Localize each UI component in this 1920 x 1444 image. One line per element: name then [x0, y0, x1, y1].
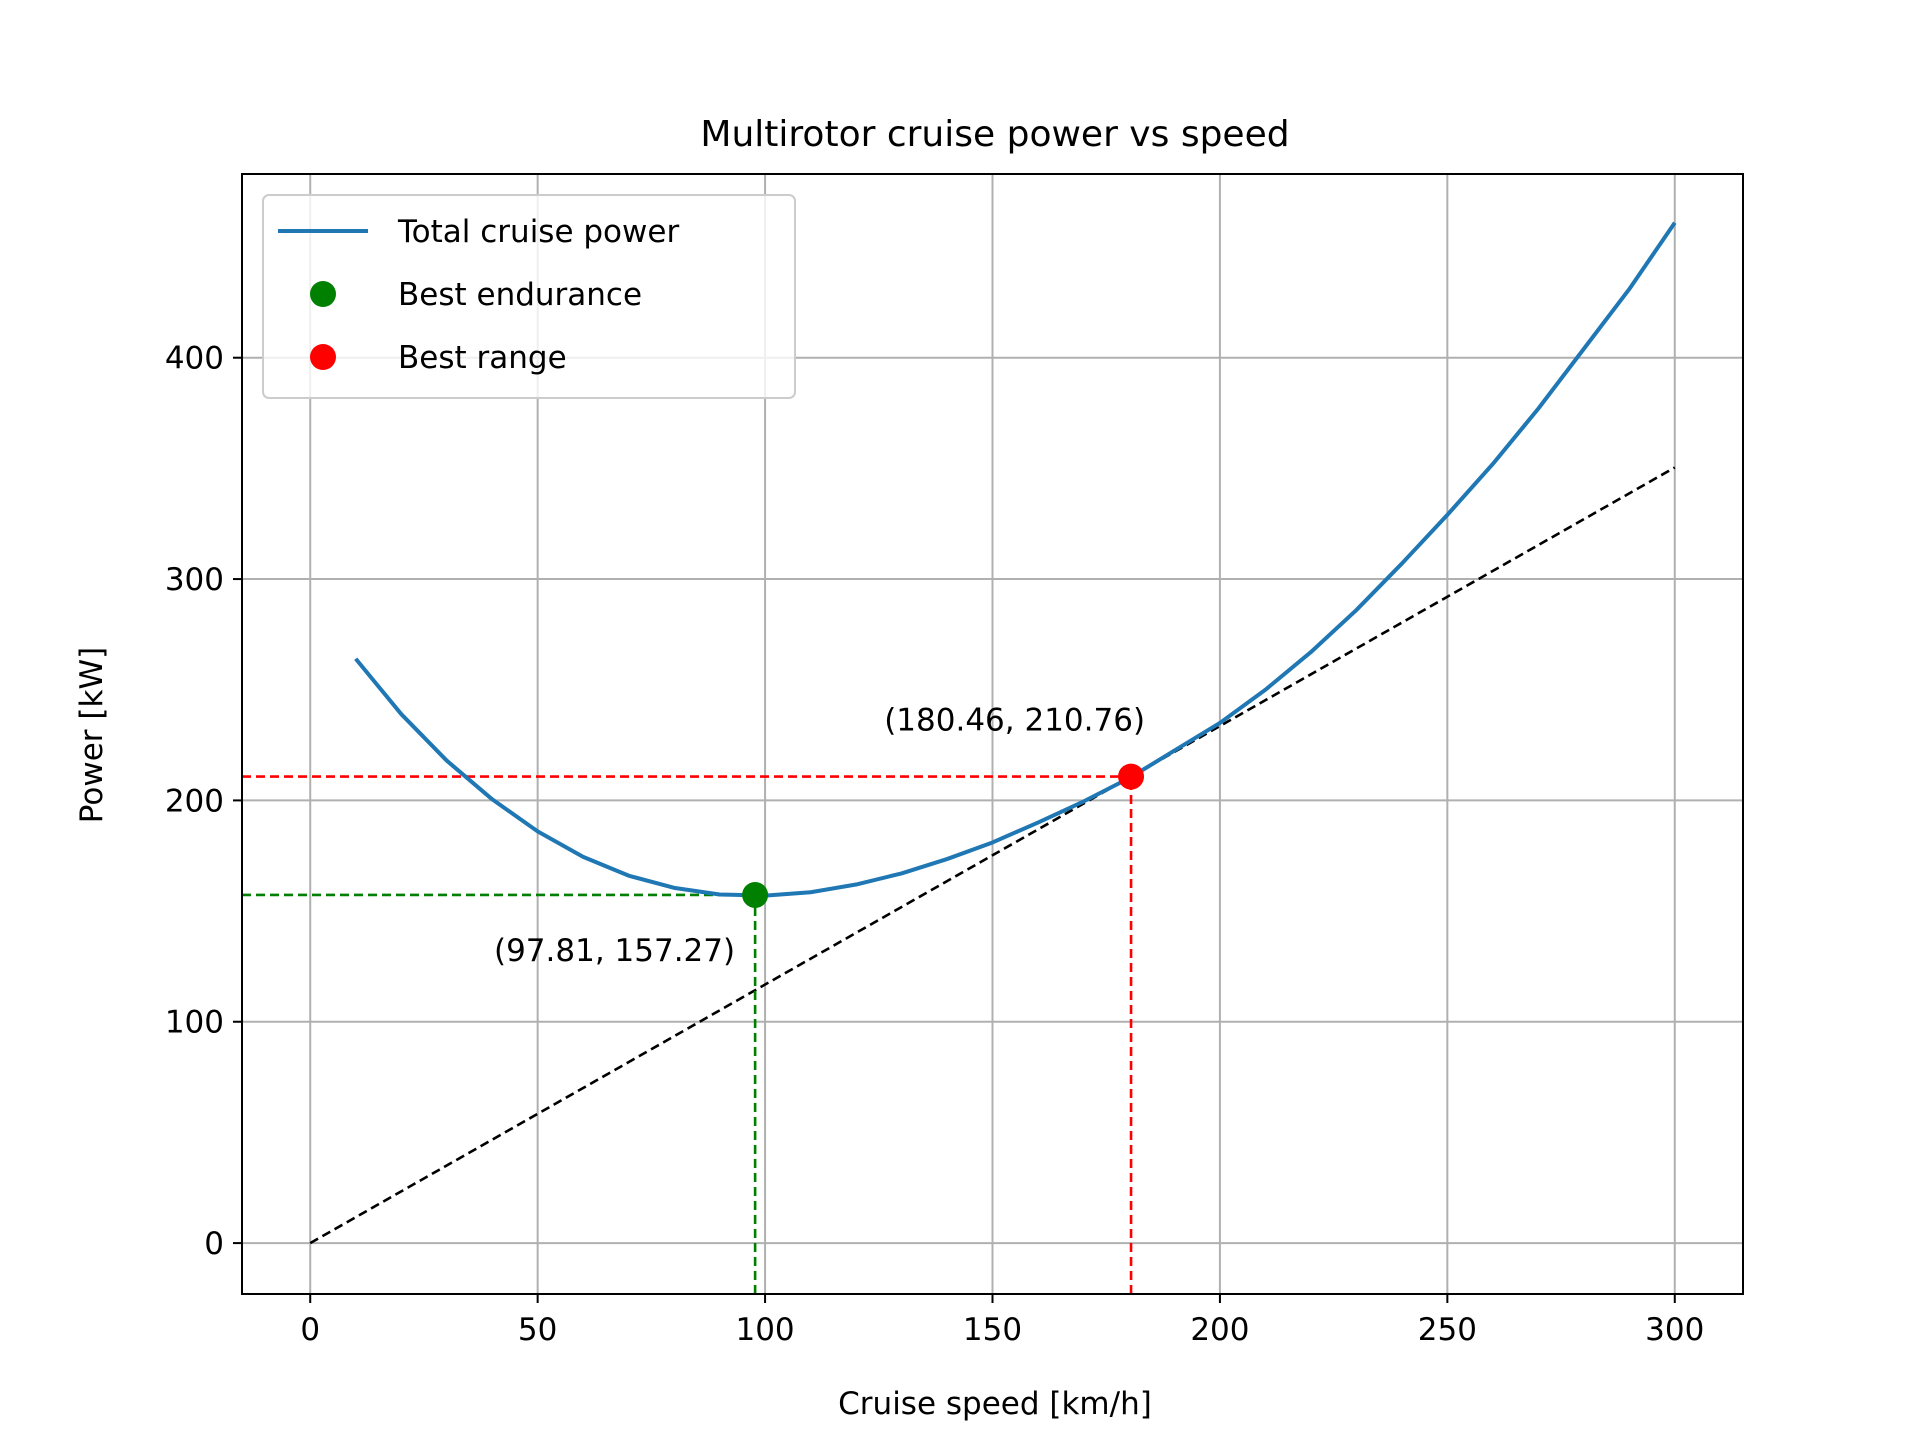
legend-label: Best endurance — [398, 277, 642, 313]
legend-box — [262, 194, 796, 399]
legend-label: Best range — [398, 340, 567, 376]
best-range-point — [1118, 763, 1145, 790]
legend-marker-swatch — [310, 281, 336, 307]
y-tick-label: 200 — [165, 783, 224, 819]
x-tick-label: 150 — [963, 1312, 1022, 1348]
x-axis-label: Cruise speed [km/h] — [838, 1386, 1152, 1422]
series — [354, 221, 1677, 908]
legend: Total cruise power Best endurance Best ran… — [262, 194, 796, 399]
total-cruise-power-line — [354, 221, 1677, 898]
annotations: (97.81, 157.27) (180.46, 210.76) — [494, 703, 1145, 969]
legend-label: Total cruise power — [397, 214, 679, 250]
y-tick-label: 400 — [165, 341, 224, 377]
point-annotation: (97.81, 157.27) — [494, 933, 735, 969]
y-tick-label: 100 — [165, 1005, 224, 1041]
best-endurance-point — [742, 881, 769, 908]
x-tick-label: 100 — [735, 1312, 794, 1348]
y-tick-label: 300 — [165, 562, 224, 598]
x-tick-label: 250 — [1418, 1312, 1477, 1348]
legend-marker-swatch — [310, 344, 336, 370]
axis-ticks: 0 50 100 150 200 250 300 0 100 200 300 400 — [165, 341, 1705, 1348]
y-tick-label: 0 — [204, 1226, 224, 1262]
y-axis-label: Power [kW] — [74, 647, 110, 823]
chart-title: Multirotor cruise power vs speed — [700, 114, 1289, 155]
x-tick-label: 50 — [518, 1312, 557, 1348]
tangent-line — [309, 466, 1676, 1245]
x-tick-label: 0 — [300, 1312, 320, 1348]
reference-lines — [242, 466, 1676, 1294]
x-tick-label: 300 — [1645, 1312, 1704, 1348]
x-tick-label: 200 — [1190, 1312, 1249, 1348]
point-annotation: (180.46, 210.76) — [884, 703, 1145, 739]
